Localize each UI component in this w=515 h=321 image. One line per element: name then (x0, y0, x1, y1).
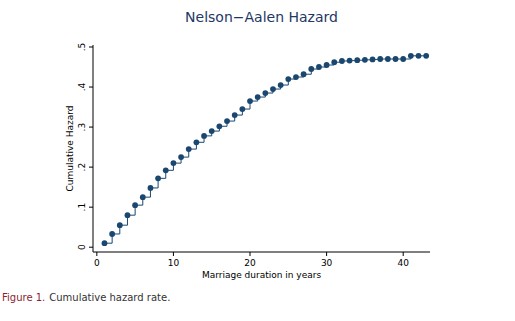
point (270, 86, 276, 92)
x-tick-label: 40 (397, 258, 409, 268)
point (354, 57, 360, 63)
point (362, 57, 368, 63)
x-tick-label: 10 (168, 258, 180, 268)
y-tick-label: .5 (77, 43, 87, 52)
point (316, 64, 322, 70)
point (201, 133, 207, 139)
series-line (104, 56, 426, 243)
point (278, 82, 284, 88)
point (347, 58, 353, 64)
y-tick-label: 0 (77, 244, 87, 250)
title: Nelson−Aalen Hazard (185, 9, 338, 25)
point (301, 71, 307, 77)
point (370, 57, 376, 63)
point (331, 59, 337, 65)
point (239, 106, 245, 112)
y-tick (89, 47, 93, 48)
point (293, 74, 299, 80)
point (393, 56, 399, 62)
x-axis (93, 252, 430, 253)
y-tick (89, 87, 93, 88)
point (102, 240, 108, 246)
y-axis-label: Cumulative Hazard (65, 105, 75, 191)
point (193, 139, 199, 145)
x-tick (96, 252, 97, 256)
point (163, 167, 169, 173)
y-tick (89, 247, 93, 248)
point (285, 76, 291, 82)
point (224, 118, 230, 124)
y-tick-label: .4 (77, 82, 87, 91)
caption-label: Figure 1. (2, 292, 45, 303)
x-tick (250, 252, 251, 256)
point (408, 53, 414, 59)
point (324, 62, 330, 68)
point (140, 194, 146, 200)
point (155, 175, 161, 181)
point (255, 94, 261, 100)
x-tick (403, 252, 404, 256)
point (377, 56, 383, 62)
point (385, 56, 391, 62)
y-tick-label: .3 (77, 123, 87, 132)
point (109, 231, 115, 237)
x-tick-label: 30 (321, 258, 333, 268)
caption: Figure 1. Cumulative hazard rate. (2, 292, 170, 303)
point (186, 146, 192, 152)
point (148, 185, 154, 191)
plot-area (102, 53, 429, 246)
x-tick (173, 252, 174, 256)
point (117, 222, 123, 228)
y-tick-label: .2 (77, 163, 87, 172)
point (125, 212, 131, 218)
x-axis-label: Marriage duration in years (202, 270, 322, 280)
x-tick-label: 20 (244, 258, 256, 268)
point (178, 154, 184, 160)
point (209, 128, 215, 134)
point (132, 202, 138, 208)
point (232, 112, 238, 118)
point (339, 58, 345, 64)
y-tick (89, 167, 93, 168)
point (423, 53, 429, 59)
point (262, 90, 268, 96)
y-axis (93, 45, 94, 252)
caption-text: Cumulative hazard rate. (49, 292, 170, 303)
x-tick (326, 252, 327, 256)
point (400, 56, 406, 62)
chart: Nelson−Aalen Hazard 0 .1 .2 .3 .4 .5 0 10 20 30 40 C… (0, 0, 515, 321)
point (247, 98, 253, 104)
y-tick (89, 207, 93, 208)
point (171, 160, 177, 166)
point (216, 123, 222, 129)
point (308, 66, 314, 72)
point (416, 53, 422, 59)
y-tick (89, 127, 93, 128)
x-tick-label: 0 (94, 258, 100, 268)
y-tick-label: .1 (77, 203, 87, 212)
